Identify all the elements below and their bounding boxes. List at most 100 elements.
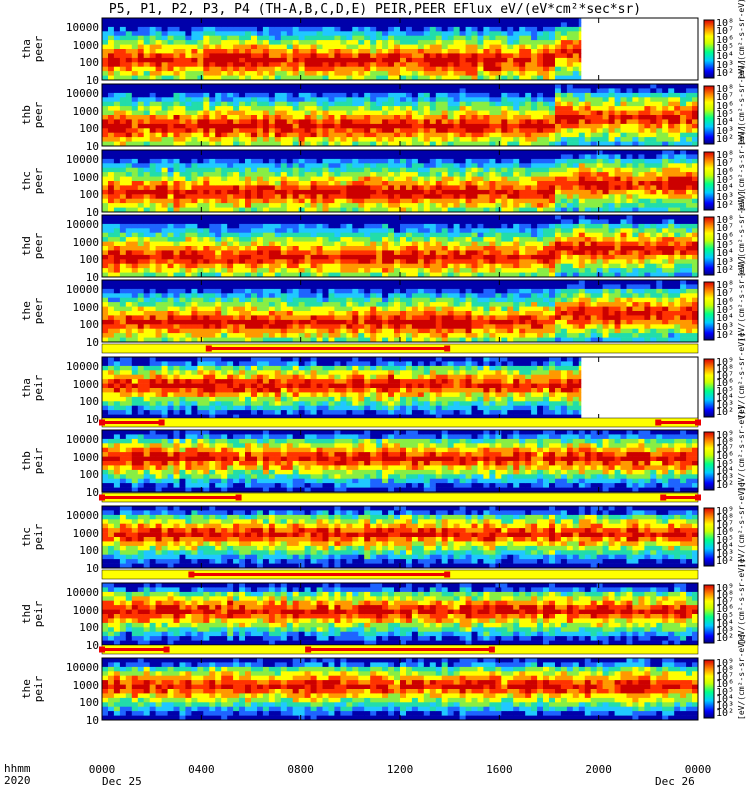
colorbar-tick-label: 10³ <box>716 700 735 712</box>
colorbar-tick-label: 10² <box>716 200 735 211</box>
y-tick-label: 1000 <box>72 38 100 52</box>
mode-bar <box>99 417 701 428</box>
colorbar-tick-label: 10⁶ <box>716 34 735 46</box>
colorbar-tick-label: 10⁷ <box>716 597 735 609</box>
colorbar-tick-label: 10⁵ <box>716 240 735 251</box>
colorbar-tick-label: 10⁸ <box>716 215 735 226</box>
y-tick-label: 10000 <box>65 21 99 34</box>
y-tick-label: 10000 <box>65 433 99 446</box>
colorbar-tick-label: 10³ <box>716 191 735 203</box>
y-tick-label: 1000 <box>72 377 100 391</box>
y-tick-label: 100 <box>79 468 99 481</box>
colorbar-tick-label: 10³ <box>716 548 735 560</box>
colorbar <box>703 507 715 567</box>
y-tick-label: 100 <box>79 621 99 634</box>
panel-ylabel: thc peer <box>20 167 45 195</box>
colorbar-tick-label: 10⁸ <box>716 437 735 449</box>
mode-bar-marker <box>444 571 451 578</box>
y-tick-label: 100 <box>79 253 99 266</box>
y-tick-label: 1000 <box>72 104 100 118</box>
y-tick-label: 10 <box>85 713 99 727</box>
panel-ylabel: thb peir <box>20 447 45 475</box>
x-tick-label: 1200 <box>386 763 414 776</box>
colorbar-tick-label: 10⁵ <box>716 43 735 54</box>
panel-ylabel: the peer <box>20 297 45 325</box>
colorbar-tick-label: 10³ <box>716 472 735 484</box>
x-tick-label: 0000 <box>88 763 116 776</box>
y-tick-label: 10 <box>85 561 99 575</box>
panel-thb-peer <box>101 83 715 147</box>
colorbar-tick-label: 10³ <box>716 625 735 637</box>
y-tick-label: 10 <box>85 335 99 349</box>
colorbar-tick-label: 10⁷ <box>716 672 735 684</box>
colorbar-tick-label: 10⁷ <box>716 444 735 456</box>
colorbar-tick-label: 10⁶ <box>716 679 735 691</box>
colorbar-title: [eV/(cm²-s-sr-eV)] <box>737 255 746 342</box>
y-tick-label: 10000 <box>65 87 99 100</box>
mode-bar-marker <box>99 494 105 501</box>
colorbar-tick-label: 10⁷ <box>716 288 735 300</box>
y-tick-label: 100 <box>79 122 99 135</box>
colorbar-title: [eV/(cm²-s-sr-eV)] <box>737 481 746 568</box>
colorbar-tick-label: 10⁵ <box>716 534 735 546</box>
colorbar-tick-label: 10⁵ <box>716 175 735 186</box>
x-axis-label: hhmm 2020 <box>4 763 31 787</box>
y-tick-label: 1000 <box>72 603 100 617</box>
colorbar-title: [eV/(cm²-s-sr-eV)] <box>737 558 746 645</box>
colorbar-tick-label: 10⁴ <box>716 117 735 129</box>
panel-ylabel: thd peer <box>20 232 45 260</box>
colorbar-tick-label: 10⁵ <box>716 305 735 316</box>
mode-bar <box>101 343 699 354</box>
colorbar-tick-label: 10³ <box>716 59 735 71</box>
y-tick-label: 100 <box>79 395 99 408</box>
y-tick-label: 100 <box>79 318 99 331</box>
y-tick-label: 10000 <box>65 661 99 674</box>
mode-bar <box>101 569 699 580</box>
colorbar-tick-label: 10⁵ <box>716 611 735 623</box>
colorbar-tick-label: 10² <box>716 134 735 145</box>
x-tick-label: 0800 <box>287 763 314 776</box>
panel-the-peer <box>101 279 715 343</box>
colorbar <box>703 281 715 341</box>
x-tick-label: 2000 <box>585 763 612 776</box>
x-tick-label: 0000 <box>684 763 712 776</box>
colorbar-tick-label: 10⁹ <box>716 430 735 441</box>
mode-bar-marker <box>695 494 701 501</box>
colorbar-tick-label: 10⁹ <box>716 506 735 517</box>
y-tick-label: 10000 <box>65 153 99 166</box>
y-tick-label: 10000 <box>65 509 99 522</box>
x-date-end: Dec 26 <box>655 775 695 788</box>
mode-bar-marker <box>163 646 170 653</box>
colorbar-tick-label: 10⁷ <box>716 92 735 104</box>
mode-bar-marker <box>444 345 451 352</box>
colorbar-tick-label: 10⁸ <box>716 280 735 291</box>
colorbar-tick-label: 10⁹ <box>716 658 735 669</box>
y-tick-label: 10000 <box>65 586 99 599</box>
y-tick-label: 10000 <box>65 283 99 296</box>
colorbar-tick-label: 10⁴ <box>716 51 735 63</box>
colorbar-tick-label: 10² <box>716 68 735 79</box>
x-tick-label: 1600 <box>486 763 513 776</box>
colorbar-tick-label: 10⁵ <box>716 385 735 397</box>
panel-tha-peer <box>101 17 715 81</box>
colorbar <box>703 431 715 491</box>
colorbar <box>703 358 715 418</box>
y-tick-label: 100 <box>79 544 99 557</box>
colorbar-tick-label: 10⁴ <box>716 693 735 705</box>
mode-bar-marker <box>99 419 105 426</box>
colorbar-tick-label: 10⁸ <box>716 665 735 677</box>
colorbar-tick-label: 10⁴ <box>716 183 735 195</box>
colorbar-tick-label: 10⁹ <box>716 583 735 594</box>
colorbar-title: [eV/(cm²-s-sr-eV)] <box>737 405 746 492</box>
colorbar-title: [eV/(cm²-s-sr-eV)] <box>737 633 746 720</box>
panel-ylabel: thb peer <box>20 101 45 129</box>
x-tick-label: 0400 <box>188 763 215 776</box>
colorbar-tick-label: 10³ <box>716 399 735 411</box>
colorbar-tick-label: 10⁴ <box>716 541 735 553</box>
colorbar-tick-label: 10⁷ <box>716 26 735 38</box>
mode-bar-marker <box>305 646 312 653</box>
mode-bar-marker <box>99 646 105 653</box>
y-tick-label: 1000 <box>72 235 100 249</box>
y-tick-label: 100 <box>79 188 99 201</box>
colorbar-tick-label: 10² <box>716 633 735 644</box>
